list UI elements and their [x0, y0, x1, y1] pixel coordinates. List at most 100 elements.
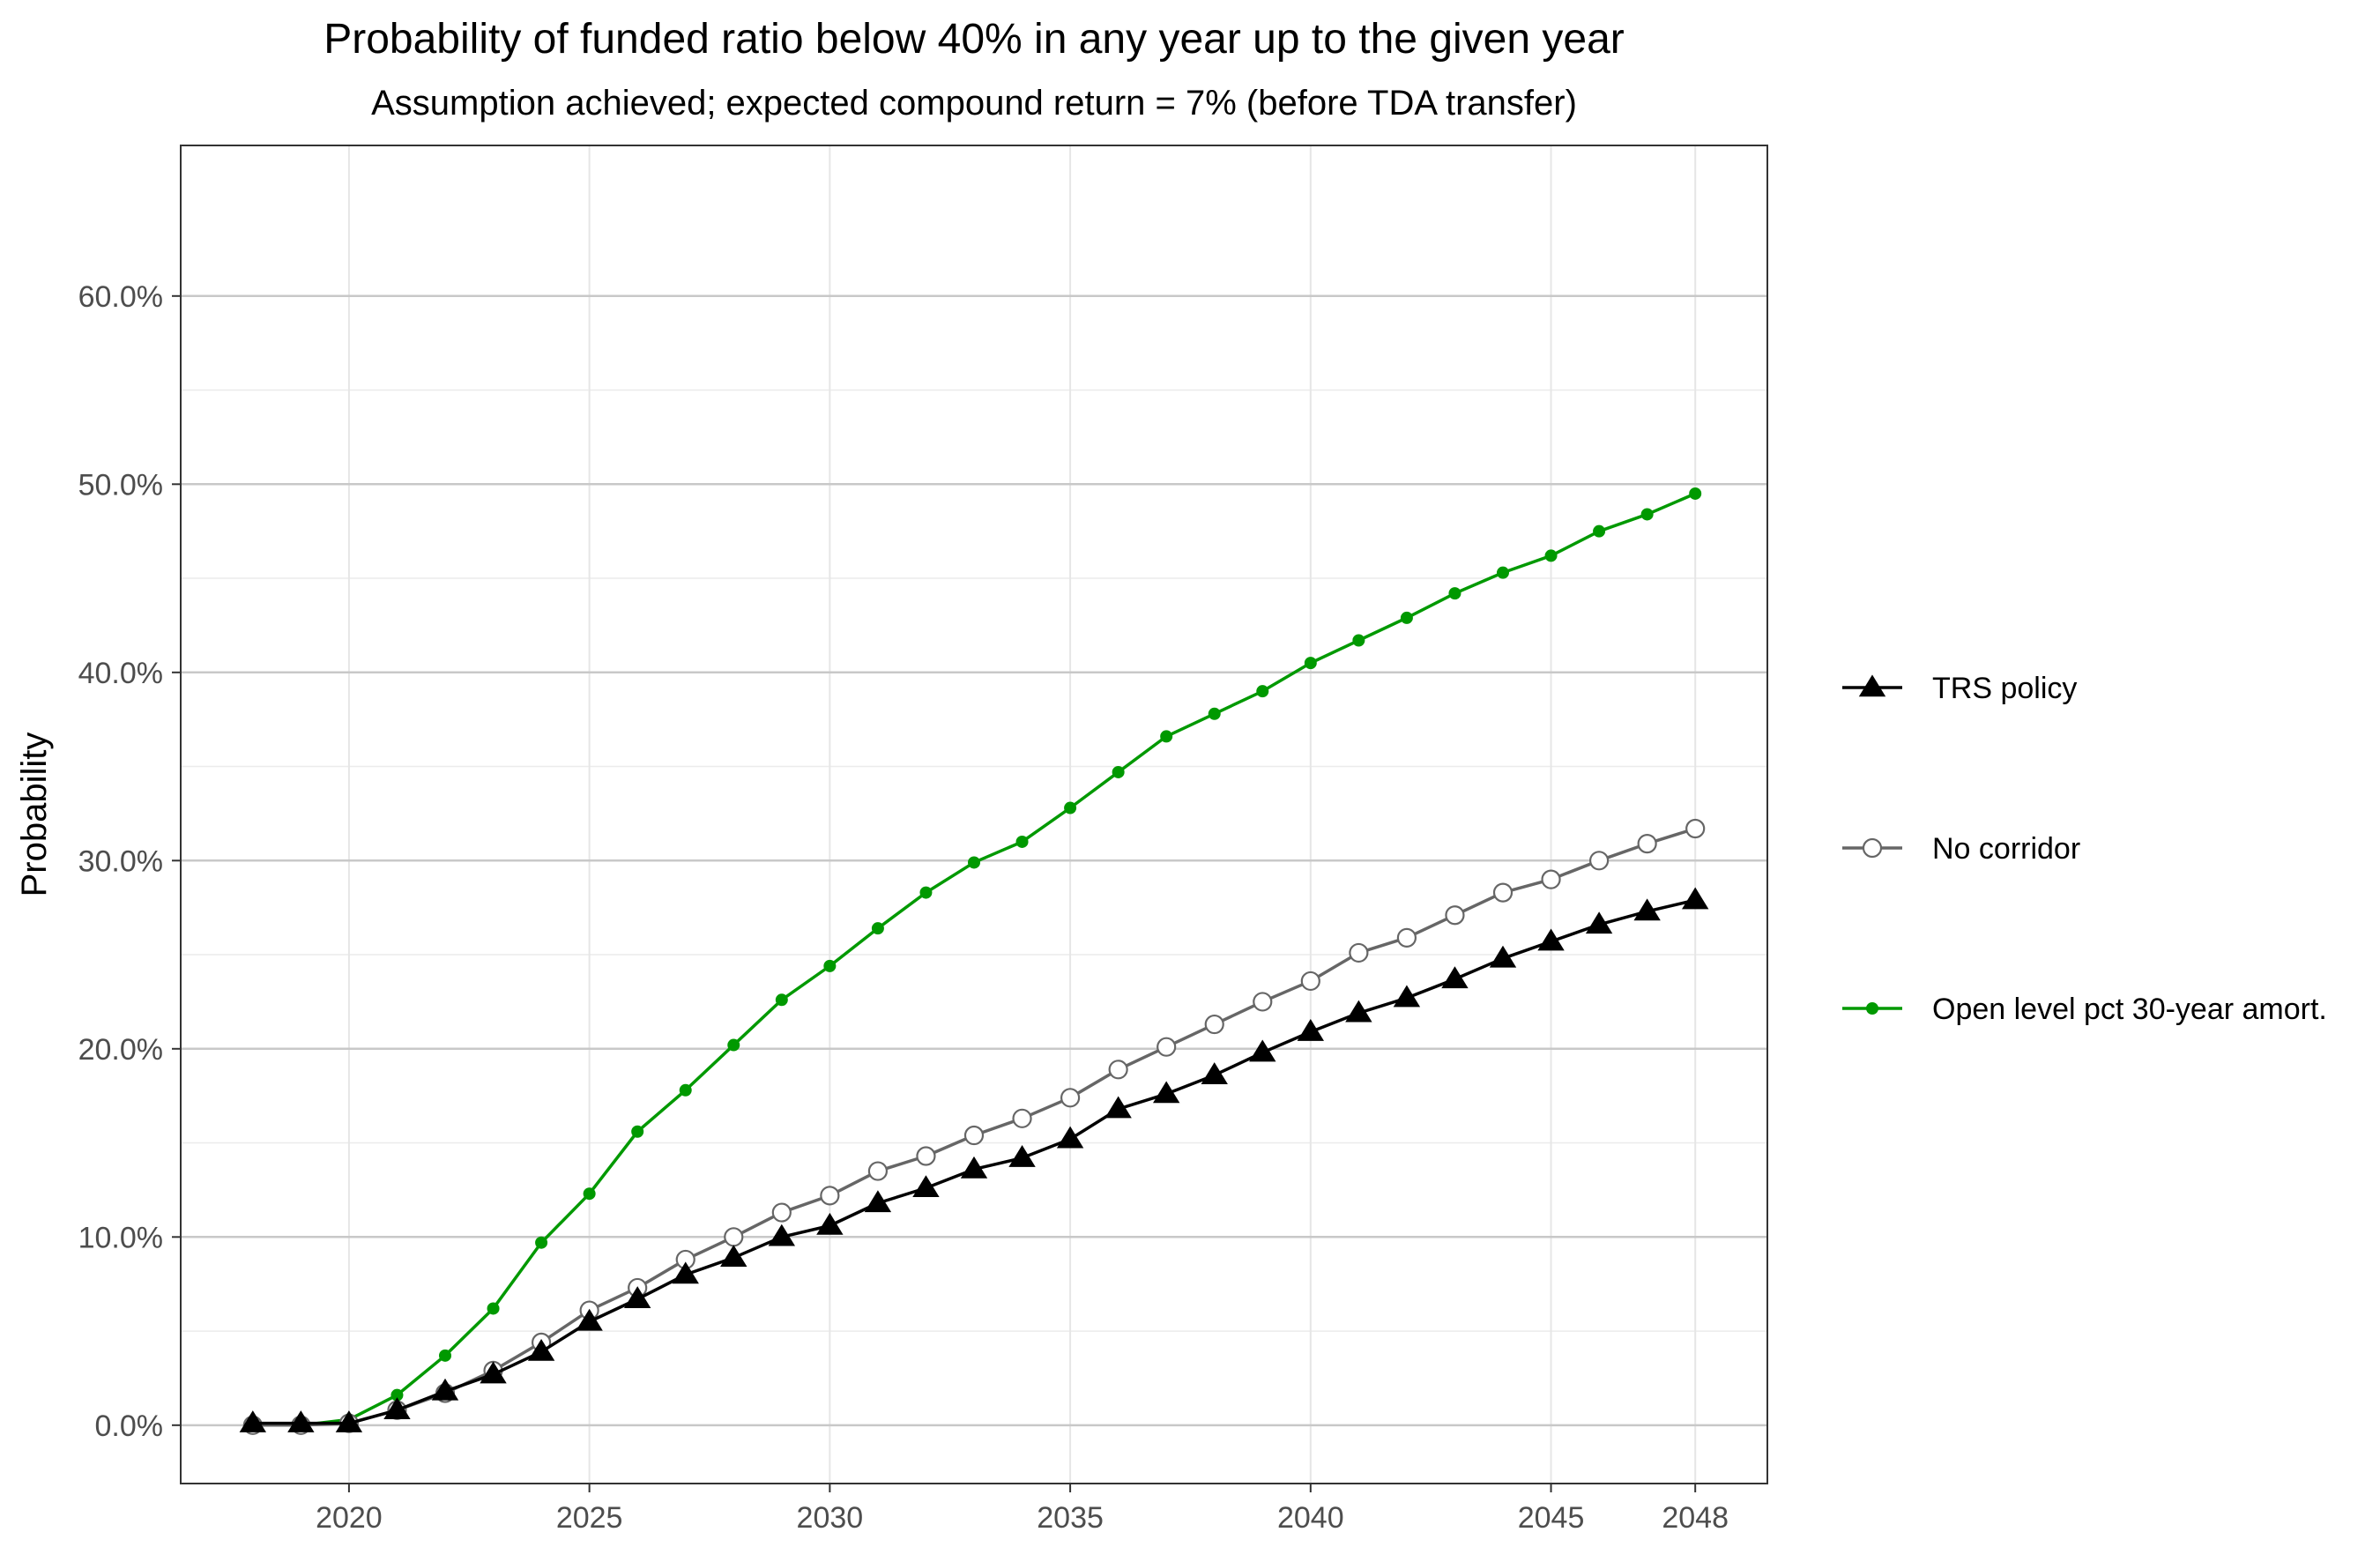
x-tick-label: 2025	[556, 1501, 623, 1535]
data-point-open-level-pct-30-year-amort-2036	[1112, 765, 1125, 778]
y-tick-label: 10.0%	[78, 1221, 163, 1254]
data-point-open-level-pct-30-year-amort-2033	[968, 856, 980, 869]
data-point-no-corridor-2048	[1685, 818, 1706, 839]
data-point-no-corridor-2030	[820, 1186, 840, 1206]
data-point-no-corridor-2028	[724, 1227, 744, 1247]
y-axis: 0.0% 10.0% 20.0% 30.0% 40.0% 50.0% 60.0%	[78, 280, 181, 1443]
data-point-open-level-pct-30-year-amort-2046	[1593, 524, 1606, 538]
data-point-no-corridor-2040	[1300, 971, 1320, 992]
data-point-no-corridor-2044	[1492, 882, 1514, 903]
data-point-no-corridor-2033	[963, 1125, 985, 1146]
data-point-open-level-pct-30-year-amort-2045	[1544, 549, 1558, 562]
plot-area	[180, 145, 1768, 1484]
data-point-open-level-pct-30-year-amort-2037	[1160, 730, 1173, 743]
data-point-open-level-pct-30-year-amort-2024	[535, 1236, 548, 1249]
data-point-no-corridor-2045	[1541, 869, 1561, 889]
data-point-open-level-pct-30-year-amort-2022	[439, 1349, 451, 1362]
data-point-open-level-pct-30-year-amort-2030	[823, 959, 837, 972]
x-tick-label: 2048	[1662, 1501, 1729, 1535]
data-point-trs-policy-2037	[1152, 1081, 1180, 1104]
y-axis-title: Probability	[15, 733, 54, 897]
chart-subtitle: Assumption achieved; expected compound r…	[371, 84, 1577, 123]
data-point-trs-policy-2026	[623, 1286, 651, 1309]
data-point-trs-policy-2039	[1249, 1039, 1276, 1062]
data-point-trs-policy-2022	[431, 1378, 459, 1401]
data-point-no-corridor-2036	[1108, 1060, 1128, 1080]
data-point-no-corridor-2043	[1445, 905, 1465, 926]
data-point-no-corridor-2042	[1396, 927, 1417, 948]
data-point-open-level-pct-30-year-amort-2039	[1256, 685, 1269, 698]
data-point-trs-policy-2044	[1489, 945, 1517, 968]
data-point-trs-policy-2030	[816, 1212, 844, 1235]
data-point-trs-policy-2041	[1345, 1000, 1372, 1023]
data-point-open-level-pct-30-year-amort-2029	[775, 993, 788, 1007]
chart-title: Probability of funded ratio below 40% in…	[324, 16, 1625, 63]
data-point-trs-policy-2028	[720, 1245, 747, 1268]
x-tick-label: 2040	[1277, 1501, 1344, 1535]
y-tick-label: 20.0%	[78, 1033, 163, 1067]
legend-key-marker	[1858, 674, 1886, 697]
data-point-open-level-pct-30-year-amort-2032	[919, 886, 933, 899]
data-point-open-level-pct-30-year-amort-2038	[1208, 707, 1221, 720]
data-point-open-level-pct-30-year-amort-2025	[583, 1187, 596, 1201]
data-point-open-level-pct-30-year-amort-2043	[1448, 587, 1461, 600]
x-tick-label: 2020	[316, 1501, 383, 1535]
data-point-trs-policy-2021	[383, 1397, 411, 1419]
data-point-trs-policy-2045	[1537, 928, 1565, 951]
legend-item-no-corridor: No corridor	[1842, 832, 2080, 866]
data-point-open-level-pct-30-year-amort-2044	[1497, 566, 1509, 579]
data-point-no-corridor-2032	[916, 1146, 936, 1166]
data-point-trs-policy-2040	[1297, 1018, 1325, 1041]
data-point-trs-policy-2046	[1585, 911, 1613, 934]
legend: TRS policy No corridor Open level pct 30-y…	[1842, 672, 2327, 1026]
data-point-open-level-pct-30-year-amort-2042	[1400, 611, 1413, 624]
data-point-trs-policy-2018	[239, 1410, 267, 1432]
data-point-trs-policy-2043	[1441, 966, 1469, 989]
grid-minor	[181, 389, 1767, 1332]
legend-key-marker	[1866, 1002, 1878, 1015]
legend-label: Open level pct 30-year amort.	[1932, 993, 2327, 1026]
data-point-open-level-pct-30-year-amort-2041	[1352, 634, 1365, 647]
data-point-trs-policy-2027	[672, 1261, 699, 1284]
y-tick-label: 0.0%	[95, 1409, 164, 1443]
x-tick-label: 2030	[797, 1501, 864, 1535]
data-point-open-level-pct-30-year-amort-2048	[1689, 487, 1702, 500]
legend-label: No corridor	[1932, 832, 2080, 866]
data-point-open-level-pct-30-year-amort-2035	[1064, 801, 1077, 814]
data-point-trs-policy-2034	[1008, 1145, 1036, 1167]
data-point-trs-policy-2023	[480, 1361, 507, 1384]
data-point-trs-policy-2036	[1104, 1096, 1132, 1119]
data-point-trs-policy-2029	[768, 1223, 796, 1246]
legend-item-trs-policy: TRS policy	[1842, 672, 2077, 705]
data-point-trs-policy-2020	[335, 1410, 363, 1432]
data-point-open-level-pct-30-year-amort-2026	[631, 1125, 644, 1138]
x-tick-label: 2045	[1518, 1501, 1585, 1535]
y-tick-label: 30.0%	[78, 844, 163, 878]
plot-border	[180, 145, 1768, 1484]
plot-background	[181, 145, 1767, 1484]
data-point-trs-policy-2032	[912, 1175, 940, 1198]
y-tick-label: 50.0%	[78, 468, 163, 502]
data-point-trs-policy-2038	[1201, 1062, 1228, 1084]
data-point-trs-policy-2025	[576, 1308, 603, 1331]
data-point-open-level-pct-30-year-amort-2047	[1640, 508, 1654, 521]
legend-label: TRS policy	[1932, 672, 2077, 705]
data-point-trs-policy-2042	[1393, 985, 1421, 1008]
data-point-trs-policy-2031	[864, 1190, 892, 1213]
data-point-no-corridor-2041	[1349, 942, 1369, 963]
legend-key-marker	[1862, 837, 1883, 859]
data-point-open-level-pct-30-year-amort-2028	[727, 1038, 740, 1052]
x-tick-label: 2035	[1037, 1501, 1104, 1535]
data-point-open-level-pct-30-year-amort-2023	[487, 1302, 500, 1315]
data-point-no-corridor-2029	[771, 1202, 792, 1223]
data-point-open-level-pct-30-year-amort-2027	[679, 1083, 692, 1097]
series-trs-policy	[239, 887, 1709, 1432]
y-tick-label: 60.0%	[78, 280, 163, 314]
data-point-no-corridor-2038	[1204, 1014, 1224, 1035]
data-point-open-level-pct-30-year-amort-2040	[1304, 657, 1317, 670]
data-point-trs-policy-2048	[1681, 887, 1709, 910]
data-point-open-level-pct-30-year-amort-2031	[871, 922, 884, 935]
data-point-no-corridor-2039	[1253, 992, 1273, 1012]
data-point-trs-policy-2033	[960, 1156, 988, 1179]
